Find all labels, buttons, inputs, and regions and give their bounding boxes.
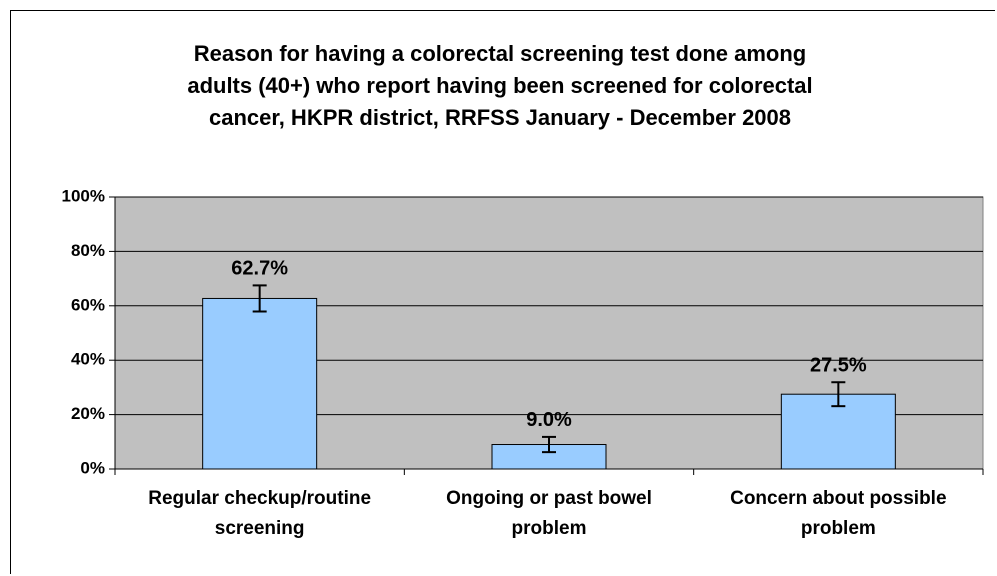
x-tick-label: Concern about possible problem: [730, 488, 947, 539]
data-label: 62.7%: [231, 258, 288, 280]
y-tick-label: 60%: [71, 295, 105, 314]
data-label: 27.5%: [810, 355, 867, 377]
bar: [780, 393, 896, 470]
y-tick-label: 40%: [71, 350, 105, 369]
y-tick-label: 0%: [80, 458, 105, 477]
y-tick-label: 20%: [71, 404, 105, 423]
bar: [202, 297, 318, 470]
y-tick-label: 80%: [71, 241, 105, 260]
chart-title: Reason for having a colorectal screening…: [187, 41, 813, 130]
x-tick-label: Ongoing or past bowel problem: [446, 488, 652, 539]
chart-frame: [10, 10, 995, 574]
y-tick-label: 100%: [62, 186, 105, 205]
data-label: 9.0%: [526, 409, 572, 431]
x-tick-label: Regular checkup/routine screening: [148, 488, 372, 539]
